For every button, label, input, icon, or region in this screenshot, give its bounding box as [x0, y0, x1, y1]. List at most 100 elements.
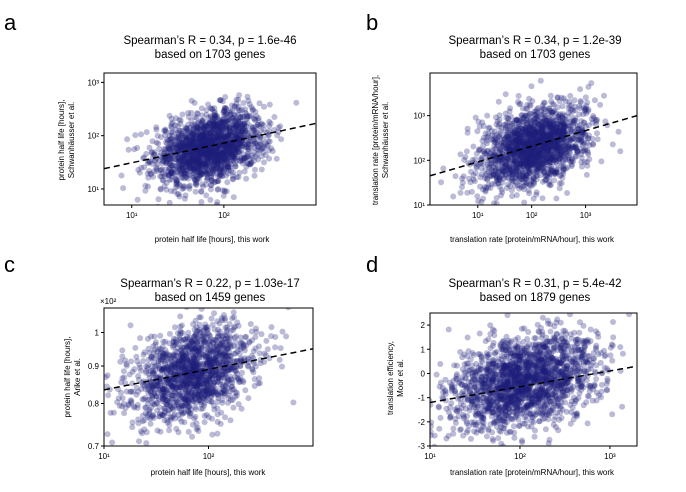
data-point	[172, 162, 179, 169]
data-point	[148, 149, 155, 156]
data-point	[206, 149, 213, 156]
data-point	[505, 166, 512, 173]
data-point	[222, 124, 229, 131]
data-point	[517, 160, 524, 167]
data-point	[208, 118, 215, 125]
data-point	[556, 114, 563, 121]
data-point	[556, 98, 563, 105]
data-point	[203, 327, 210, 334]
data-point	[125, 146, 132, 153]
data-point	[217, 168, 224, 175]
data-point	[214, 170, 221, 177]
data-point	[147, 170, 154, 177]
data-point	[179, 128, 186, 135]
data-point	[166, 427, 173, 434]
data-point	[141, 164, 148, 171]
data-point	[523, 157, 530, 164]
data-point	[549, 109, 556, 116]
data-point	[179, 111, 186, 118]
data-point	[236, 141, 242, 148]
data-point	[199, 133, 206, 140]
data-point	[194, 127, 201, 134]
data-point	[195, 132, 201, 138]
data-point	[500, 168, 507, 175]
data-point	[213, 114, 220, 121]
x-axis-label: protein half life [hours], this work	[155, 235, 271, 244]
data-point	[516, 172, 523, 179]
data-point	[203, 130, 210, 136]
scatter-points	[104, 308, 297, 446]
data-point	[518, 176, 525, 183]
data-point	[206, 142, 213, 149]
data-point	[239, 139, 246, 146]
data-point	[540, 146, 547, 153]
data-point	[547, 107, 553, 114]
data-point	[215, 124, 222, 131]
data-point	[554, 139, 561, 146]
data-point	[521, 157, 527, 164]
data-point	[210, 123, 217, 130]
data-point	[520, 183, 527, 190]
data-point	[195, 164, 202, 171]
data-point	[500, 164, 507, 171]
data-point	[531, 157, 538, 164]
data-point	[524, 153, 531, 160]
data-point	[170, 344, 176, 350]
data-point	[201, 134, 208, 140]
data-point	[574, 137, 580, 144]
data-point	[203, 169, 210, 176]
data-point	[524, 165, 531, 172]
data-point	[251, 149, 257, 156]
data-point	[215, 177, 222, 184]
data-point	[172, 184, 179, 191]
data-point	[526, 131, 532, 138]
data-point	[190, 173, 197, 179]
data-point	[502, 153, 508, 160]
data-point	[211, 136, 218, 143]
data-point	[483, 171, 490, 177]
data-point	[171, 166, 178, 173]
data-point	[591, 97, 598, 104]
data-point	[543, 176, 550, 183]
data-point	[214, 144, 221, 151]
data-point	[553, 195, 560, 202]
data-point	[256, 132, 263, 138]
data-point	[260, 122, 267, 129]
data-point	[508, 152, 515, 159]
data-point	[509, 174, 516, 181]
data-point	[516, 143, 522, 150]
data-point	[528, 158, 535, 165]
data-point	[168, 115, 175, 122]
data-point	[533, 163, 540, 170]
data-point	[224, 160, 231, 167]
data-point	[217, 171, 224, 178]
data-point	[536, 165, 543, 172]
data-point	[549, 143, 556, 150]
data-point	[535, 132, 542, 139]
data-point	[464, 129, 471, 136]
data-point	[199, 171, 206, 178]
data-point	[205, 152, 212, 159]
panel-letter: c	[4, 252, 15, 277]
data-point	[529, 161, 536, 168]
data-point	[176, 193, 183, 200]
data-point	[561, 123, 568, 130]
data-point	[518, 129, 525, 136]
data-point	[525, 187, 532, 194]
data-point	[547, 143, 554, 150]
data-point	[174, 142, 181, 149]
data-point	[533, 165, 539, 172]
data-point	[490, 171, 497, 178]
data-point	[230, 309, 237, 316]
data-point	[138, 131, 144, 138]
data-point	[511, 148, 518, 155]
data-point	[528, 133, 535, 140]
data-point	[214, 149, 221, 156]
data-point	[536, 155, 542, 162]
data-point	[508, 171, 515, 178]
data-point	[503, 174, 509, 181]
data-point	[167, 161, 174, 168]
data-point	[559, 174, 566, 181]
data-point	[512, 158, 519, 165]
data-point	[160, 386, 167, 392]
